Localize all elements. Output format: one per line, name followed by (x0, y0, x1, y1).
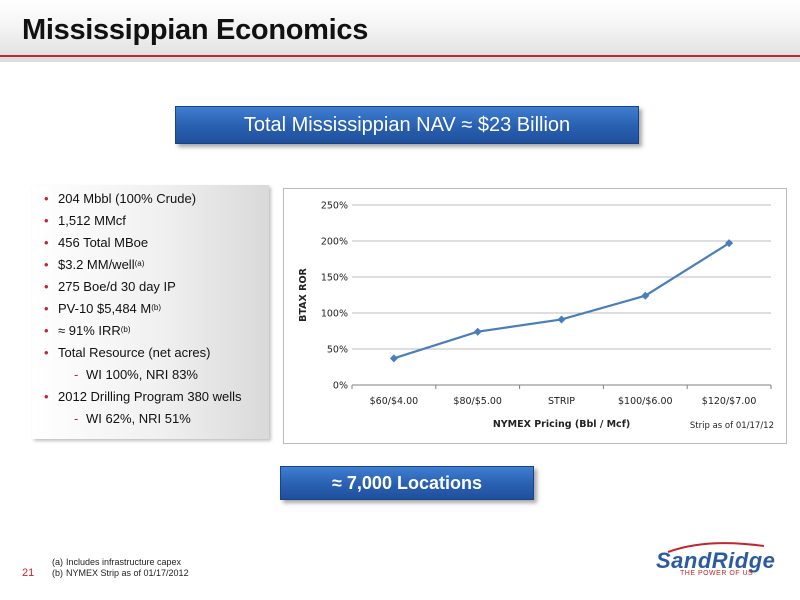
y-tick-label: 0% (333, 381, 348, 392)
y-axis-title: BTAX ROR (298, 267, 309, 321)
footnote-a: (a) Includes infrastructure capex (52, 557, 182, 567)
footnote-ref: (b) (151, 303, 162, 312)
y-tick-label: 250% (321, 201, 348, 212)
bullet-item: 2012 Drilling Program 380 wells (44, 389, 269, 405)
bullet-item: Total Resource (net acres) (44, 345, 269, 361)
footnote-ref: (a) (134, 259, 145, 268)
footnote-b: (b) NYMEX Strip as of 01/17/2012 (52, 568, 189, 578)
bullet-item: 204 Mbbl (100% Crude) (44, 191, 269, 207)
y-tick-label: 200% (321, 237, 348, 248)
bullet-item: PV-10 $5,484 M(b) (44, 301, 269, 317)
sub-bullet-item: WI 62%, NRI 51% (44, 411, 269, 427)
y-tick-label: 100% (321, 309, 348, 320)
bullet-panel: 204 Mbbl (100% Crude) 1,512 MMcf 456 Total… (32, 185, 269, 439)
series-line (393, 242, 730, 360)
strip-date-note: Strip as of 01/17/12 (690, 421, 774, 431)
bullet-item: 1,512 MMcf (44, 213, 269, 229)
x-tick-label: $60/$4.00 (370, 396, 419, 407)
bullet-item: 275 Boe/d 30 day IP (44, 279, 269, 295)
x-tick-label: STRIP (548, 396, 575, 407)
bullet-list: 204 Mbbl (100% Crude) 1,512 MMcf 456 Total… (32, 185, 269, 427)
bullet-item: 456 Total MBoe (44, 235, 269, 251)
header-divider (0, 55, 800, 57)
data-point-marker (389, 354, 398, 363)
data-point-marker (473, 327, 482, 336)
sandridge-logo: SandRidge THE POWER OF US (648, 538, 778, 580)
x-tick-label: $120/$7.00 (702, 396, 757, 407)
footnote-ref: (b) (120, 325, 131, 334)
logo-swoosh-icon (667, 542, 765, 553)
slide-header: Mississippian Economics (0, 0, 800, 62)
x-tick-label: $100/$6.00 (618, 396, 673, 407)
ror-chart: 0% 50% 100% 150% 200% 250% $60/$4.00 $80/$5.00 S… (283, 188, 787, 444)
sub-bullet-item: WI 100%, NRI 83% (44, 367, 269, 383)
page-number: 21 (22, 567, 35, 579)
x-tick-label: $80/$5.00 (453, 396, 502, 407)
data-point-marker (641, 291, 650, 300)
x-axis-title: NYMEX Pricing (Bbl / Mcf) (493, 419, 630, 430)
bullet-item: $3.2 MM/well(a) (44, 257, 269, 273)
nav-banner: Total Mississippian NAV ≈ $23 Billion (175, 106, 639, 144)
data-point-marker (557, 315, 566, 324)
y-tick-label: 50% (327, 345, 348, 356)
footnotes: (a) Includes infrastructure capex (b) NYME… (52, 557, 189, 579)
ror-line-chart: 0% 50% 100% 150% 200% 250% $60/$4.00 $80/$5.00 S… (298, 201, 774, 432)
locations-banner: ≈ 7,000 Locations (280, 466, 534, 500)
logo-wordmark: SandRidge (656, 548, 776, 573)
logo-tagline: THE POWER OF US (680, 570, 754, 577)
slide-title: Mississippian Economics (22, 14, 369, 46)
data-point-marker (725, 239, 734, 248)
bullet-item: ≈ 91% IRR(b) (44, 323, 269, 339)
y-tick-label: 150% (321, 273, 348, 284)
